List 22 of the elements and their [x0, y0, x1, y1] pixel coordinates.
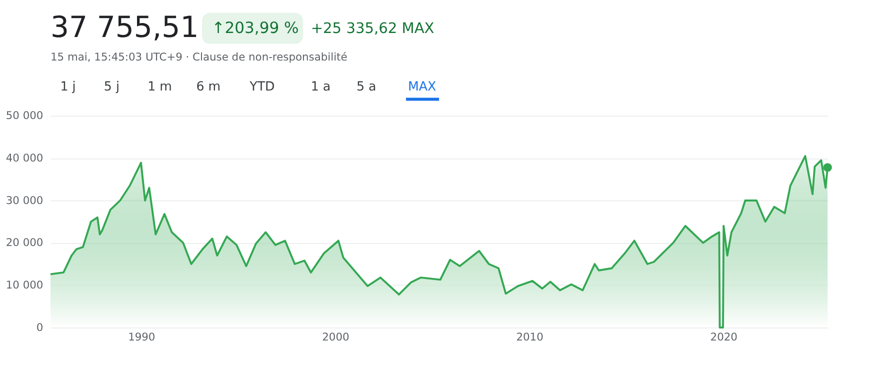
x-tick-label: 2020 — [710, 330, 738, 344]
x-tick-label: 1990 — [128, 330, 156, 344]
text: MAX — [408, 78, 436, 94]
y-tick-label: 0 — [36, 320, 44, 334]
x-tick-label: 2010 — [516, 330, 544, 344]
text: ↑203,99 % — [212, 19, 299, 38]
text: 5 a — [356, 78, 376, 94]
text: 15 mai, 15:45:03 UTC+9 · Clause de non-responsabilité — [50, 50, 348, 64]
y-tick-label: 10 000 — [6, 278, 44, 292]
text: YTD — [248, 78, 275, 94]
text: +25 335,62 MAX — [310, 20, 434, 38]
text: 1 j — [60, 78, 76, 94]
x-tick-label: 2000 — [322, 330, 350, 344]
text: 5 j — [104, 78, 120, 94]
text: 1 a — [310, 78, 331, 94]
text: 1 m — [148, 78, 172, 94]
y-tick-label: 40 000 — [6, 152, 44, 165]
text: 6 m — [196, 78, 221, 94]
y-tick-label: 50 000 — [6, 109, 44, 122]
y-tick-label: 20 000 — [6, 236, 44, 250]
y-tick-label: 30 000 — [6, 194, 44, 207]
chart-title: 37 755,51 — [50, 10, 199, 44]
